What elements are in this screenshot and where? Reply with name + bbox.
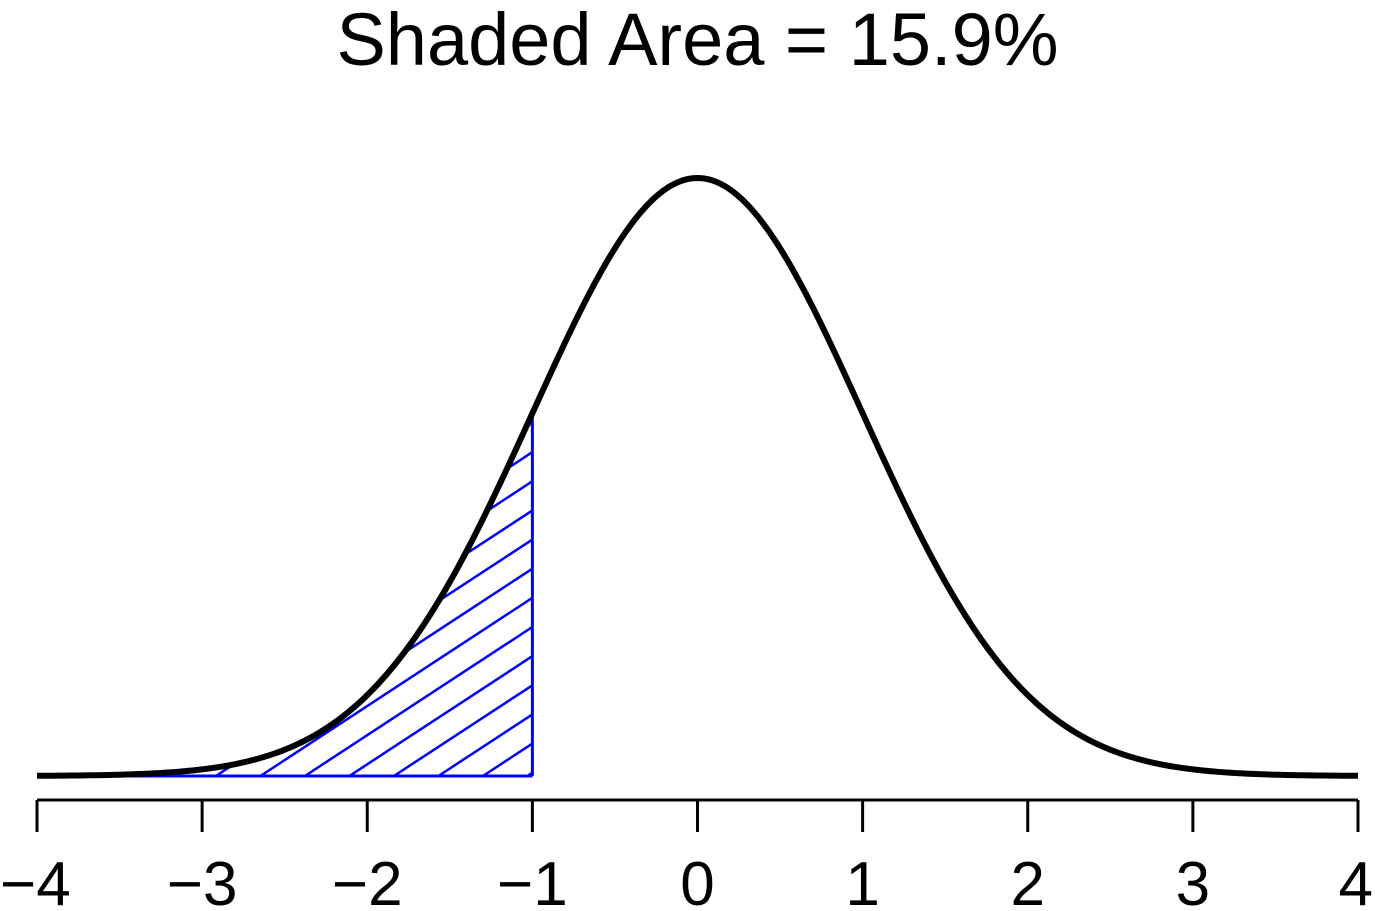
hatch-line (259, 413, 533, 776)
x-tick-label: 0 (680, 850, 714, 911)
hatch-line (526, 413, 533, 776)
x-tick-label: 1 (845, 850, 879, 911)
x-tick-label: 3 (1176, 850, 1210, 911)
hatch-line (348, 413, 533, 776)
x-tick-label: −2 (332, 850, 403, 911)
density-curve (36, 175, 1359, 779)
hatch-line (304, 413, 533, 776)
hatch-line (393, 413, 533, 776)
hatch-line (37, 413, 533, 776)
x-axis: −4 −3 −2 −1 0 1 2 3 4 (0, 798, 1373, 911)
hatch-line (37, 413, 428, 776)
hatch-line (170, 413, 533, 776)
hatch-line (37, 413, 517, 776)
hatch-line (37, 413, 294, 776)
hatch-line (482, 413, 533, 776)
x-tick-label: 4 (1339, 850, 1373, 911)
hatch-line (215, 413, 533, 776)
hatch-line (37, 413, 205, 776)
hatch-line (37, 413, 339, 776)
hatch-line (37, 413, 161, 776)
hatch-line (81, 413, 533, 776)
hatch-line (37, 413, 533, 776)
hatch-line (37, 413, 472, 776)
x-tick-label: −3 (167, 850, 238, 911)
hatch-line (37, 413, 533, 776)
hatch-line (126, 413, 533, 776)
x-tick-label: 2 (1011, 850, 1045, 911)
hatch-line (0, 318, 26, 777)
hatch-line (37, 413, 116, 776)
x-tick-label: −4 (0, 850, 71, 911)
x-tick-label: −1 (497, 850, 568, 911)
hatch-line (37, 413, 383, 776)
hatch-line (37, 413, 533, 776)
hatch-line (37, 413, 250, 776)
hatch-line (37, 413, 72, 776)
chart-title: Shaded Area = 15.9% (336, 0, 1059, 81)
